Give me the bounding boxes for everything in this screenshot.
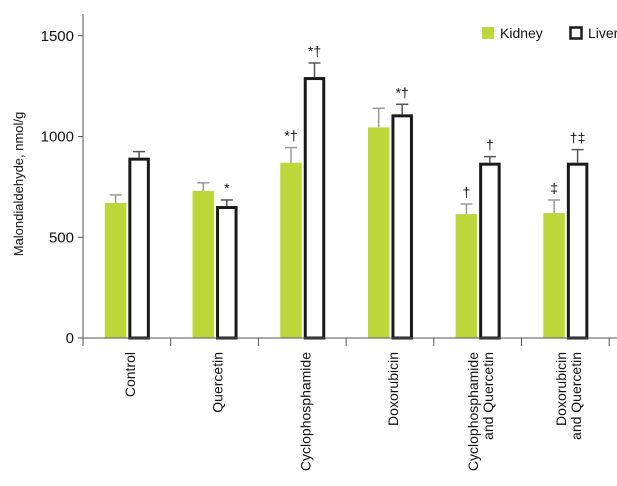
significance-annotation: †‡	[570, 130, 586, 146]
category-label: and Quercetin	[568, 352, 584, 440]
bar-liver	[479, 162, 501, 340]
legend-label-kidney: Kidney	[500, 25, 543, 41]
bar-liver	[391, 114, 413, 340]
significance-annotation: †	[463, 184, 471, 200]
category-label: Doxorubicin	[385, 352, 401, 426]
bar-kidney	[367, 127, 390, 339]
category-label: Doxorubicin	[553, 352, 569, 426]
bar-liver	[566, 162, 589, 340]
bar-kidney	[104, 202, 127, 338]
significance-annotation: ‡	[550, 180, 558, 196]
bar-kidney	[455, 214, 478, 338]
y-tick-label: 0	[66, 330, 74, 347]
legend-swatch-kidney	[482, 27, 494, 39]
category-label: Control	[122, 352, 138, 397]
labels-layer: 0 500 1000 1500 Malondialdehyde, nmol/g Contr…	[11, 28, 585, 471]
axes-layer	[78, 14, 617, 346]
significance-annotation: †	[486, 137, 494, 153]
category-label: Quercetin	[210, 352, 226, 413]
bar-kidney	[280, 162, 302, 338]
legend-swatch-liver	[569, 26, 583, 40]
bar-liver	[128, 157, 150, 340]
significance-annotation: *†	[284, 128, 297, 144]
y-tick-label: 1000	[41, 129, 74, 146]
significance-annotation: *†	[396, 84, 409, 100]
bars-layer	[104, 62, 589, 340]
category-label: Cyclophosphamide	[297, 352, 313, 471]
category-label: Cyclophosphamide	[465, 352, 481, 471]
bar-liver	[303, 77, 326, 340]
y-tick-label: 1500	[41, 28, 74, 45]
legend: Kidney Liver	[482, 25, 617, 41]
significance-annotation: *	[224, 180, 230, 196]
bar-liver	[216, 206, 238, 340]
y-tick-label: 500	[49, 229, 74, 246]
bar-kidney	[543, 213, 565, 338]
legend-label-liver: Liver	[588, 25, 617, 41]
category-label: and Quercetin	[480, 352, 496, 440]
bar-kidney	[192, 190, 215, 338]
significance-annotation: *†	[308, 43, 321, 59]
y-axis-title: Malondialdehyde, nmol/g	[11, 112, 26, 257]
